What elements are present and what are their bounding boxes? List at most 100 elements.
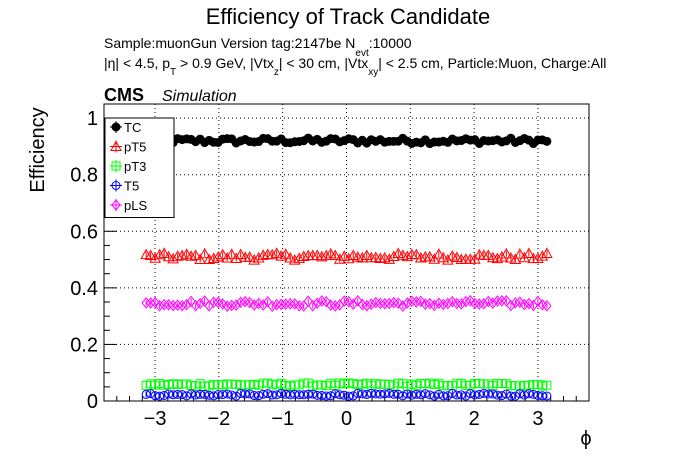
data-point-t5 [281,389,291,399]
data-point-t5 [506,391,516,401]
data-point-pt5 [216,248,229,260]
data-point-pt3 [393,378,403,388]
data-point-t5 [393,389,403,399]
data-point-pls [272,298,282,311]
data-point-pt5 [180,248,193,259]
data-point-pt3 [222,379,232,389]
data-point-t5 [443,391,453,401]
data-point-pt3 [267,379,277,389]
data-point-pt3 [146,379,156,389]
data-point-t5 [177,390,187,400]
data-point-t5 [312,390,322,400]
cms-sublabel: Simulation [162,88,237,105]
data-point-t5 [470,390,480,400]
data-point-pt3 [231,379,241,389]
data-point-t5 [276,388,286,398]
data-point-t5 [542,391,552,401]
data-point-pt3 [177,379,187,389]
x-tick-label: −2 [207,408,230,430]
data-point-pls [182,298,192,311]
data-point-pt3 [164,380,174,390]
legend-label-pls: pLS [124,198,147,213]
data-point-pls [510,297,521,309]
data-point-t5 [411,389,421,399]
data-point-t5 [290,389,300,399]
data-point-pt3 [380,379,390,389]
data-point-t5 [146,389,156,399]
data-point-t5 [308,389,318,399]
data-point-t5 [384,388,394,398]
data-point-pls [362,299,372,312]
data-point-pt5 [450,251,463,262]
data-point-pt5 [248,254,261,265]
data-point-pt5 [320,249,333,261]
data-point-pls [195,297,205,310]
data-point-pt5 [329,249,342,261]
data-point-pt3 [303,378,313,388]
data-point-pt5 [428,253,441,264]
data-point-pls [479,298,489,310]
data-point-t5 [321,391,331,401]
subtitle-2-p3: | < 30 cm, |Vtx [279,55,368,71]
data-point-pt5 [221,252,234,263]
data-point-pls [186,295,196,308]
data-point-t5 [452,390,462,400]
subtitle-2-p1: |η| < 4.5, p [104,55,170,71]
data-point-t5 [510,391,520,401]
data-point-pt5 [342,252,355,264]
data-point-pls [533,295,543,308]
data-point-pls [263,296,273,308]
data-point-pt3 [461,380,471,390]
data-point-t5 [456,390,466,400]
data-point-pls [384,297,394,310]
data-point-pt3 [258,378,268,388]
data-point-pt3 [155,379,165,389]
data-point-pt5 [410,248,423,260]
data-point-pls [168,299,178,312]
data-point-pt3 [263,378,273,388]
data-point-pls [281,298,291,310]
data-point-t5 [429,391,439,401]
data-point-pt5 [162,250,175,262]
data-point-pt5 [315,250,328,262]
legend-label-pt3: pT3 [124,159,146,174]
data-point-pls [519,298,530,311]
data-point-pt3 [321,381,331,391]
data-point-pt5 [523,247,535,258]
data-point-pt3 [452,378,462,388]
subtitle-2-p4: | < 2.5 cm, Particle:Muon, Charge:All [378,55,606,71]
x-tick-labels: −3 −2 −1 0 1 2 3 [144,408,544,430]
data-point-pls [145,297,156,309]
data-point-pt3 [519,380,529,390]
data-point-pt3 [276,378,286,388]
data-point-pls [429,299,439,312]
data-point-pls [542,300,552,312]
legend-label-pt5: pT5 [124,140,146,155]
data-point-pt3 [470,378,480,388]
data-point-pt3 [434,378,444,388]
data-point-pls [416,295,426,308]
data-point-pls [150,296,160,309]
data-point-t5 [245,389,255,399]
data-point-t5 [285,390,295,400]
data-point-t5 [483,389,493,399]
data-point-t5 [213,390,223,400]
data-point-pt3 [348,379,358,389]
data-point-pls [420,298,430,310]
data-point-pt5 [532,252,544,263]
data-point-pt3 [411,380,421,390]
data-point-t5 [461,391,471,401]
data-point-t5 [186,389,196,399]
data-point-pt3 [506,381,516,391]
data-point-t5 [173,389,183,399]
subtitle-1-main: Sample:muonGun Version tag:2147be N [104,35,355,51]
data-point-pls [515,296,525,309]
data-point-pls [411,296,421,308]
data-point-pt3 [371,379,381,389]
y-tick-labels: 0 0.2 0.4 0.6 0.8 1 [70,108,98,413]
y-tick-label: 0.4 [70,278,98,300]
data-point-pls [425,297,435,310]
data-point-pt5 [293,252,306,263]
data-point-pls [330,300,340,312]
